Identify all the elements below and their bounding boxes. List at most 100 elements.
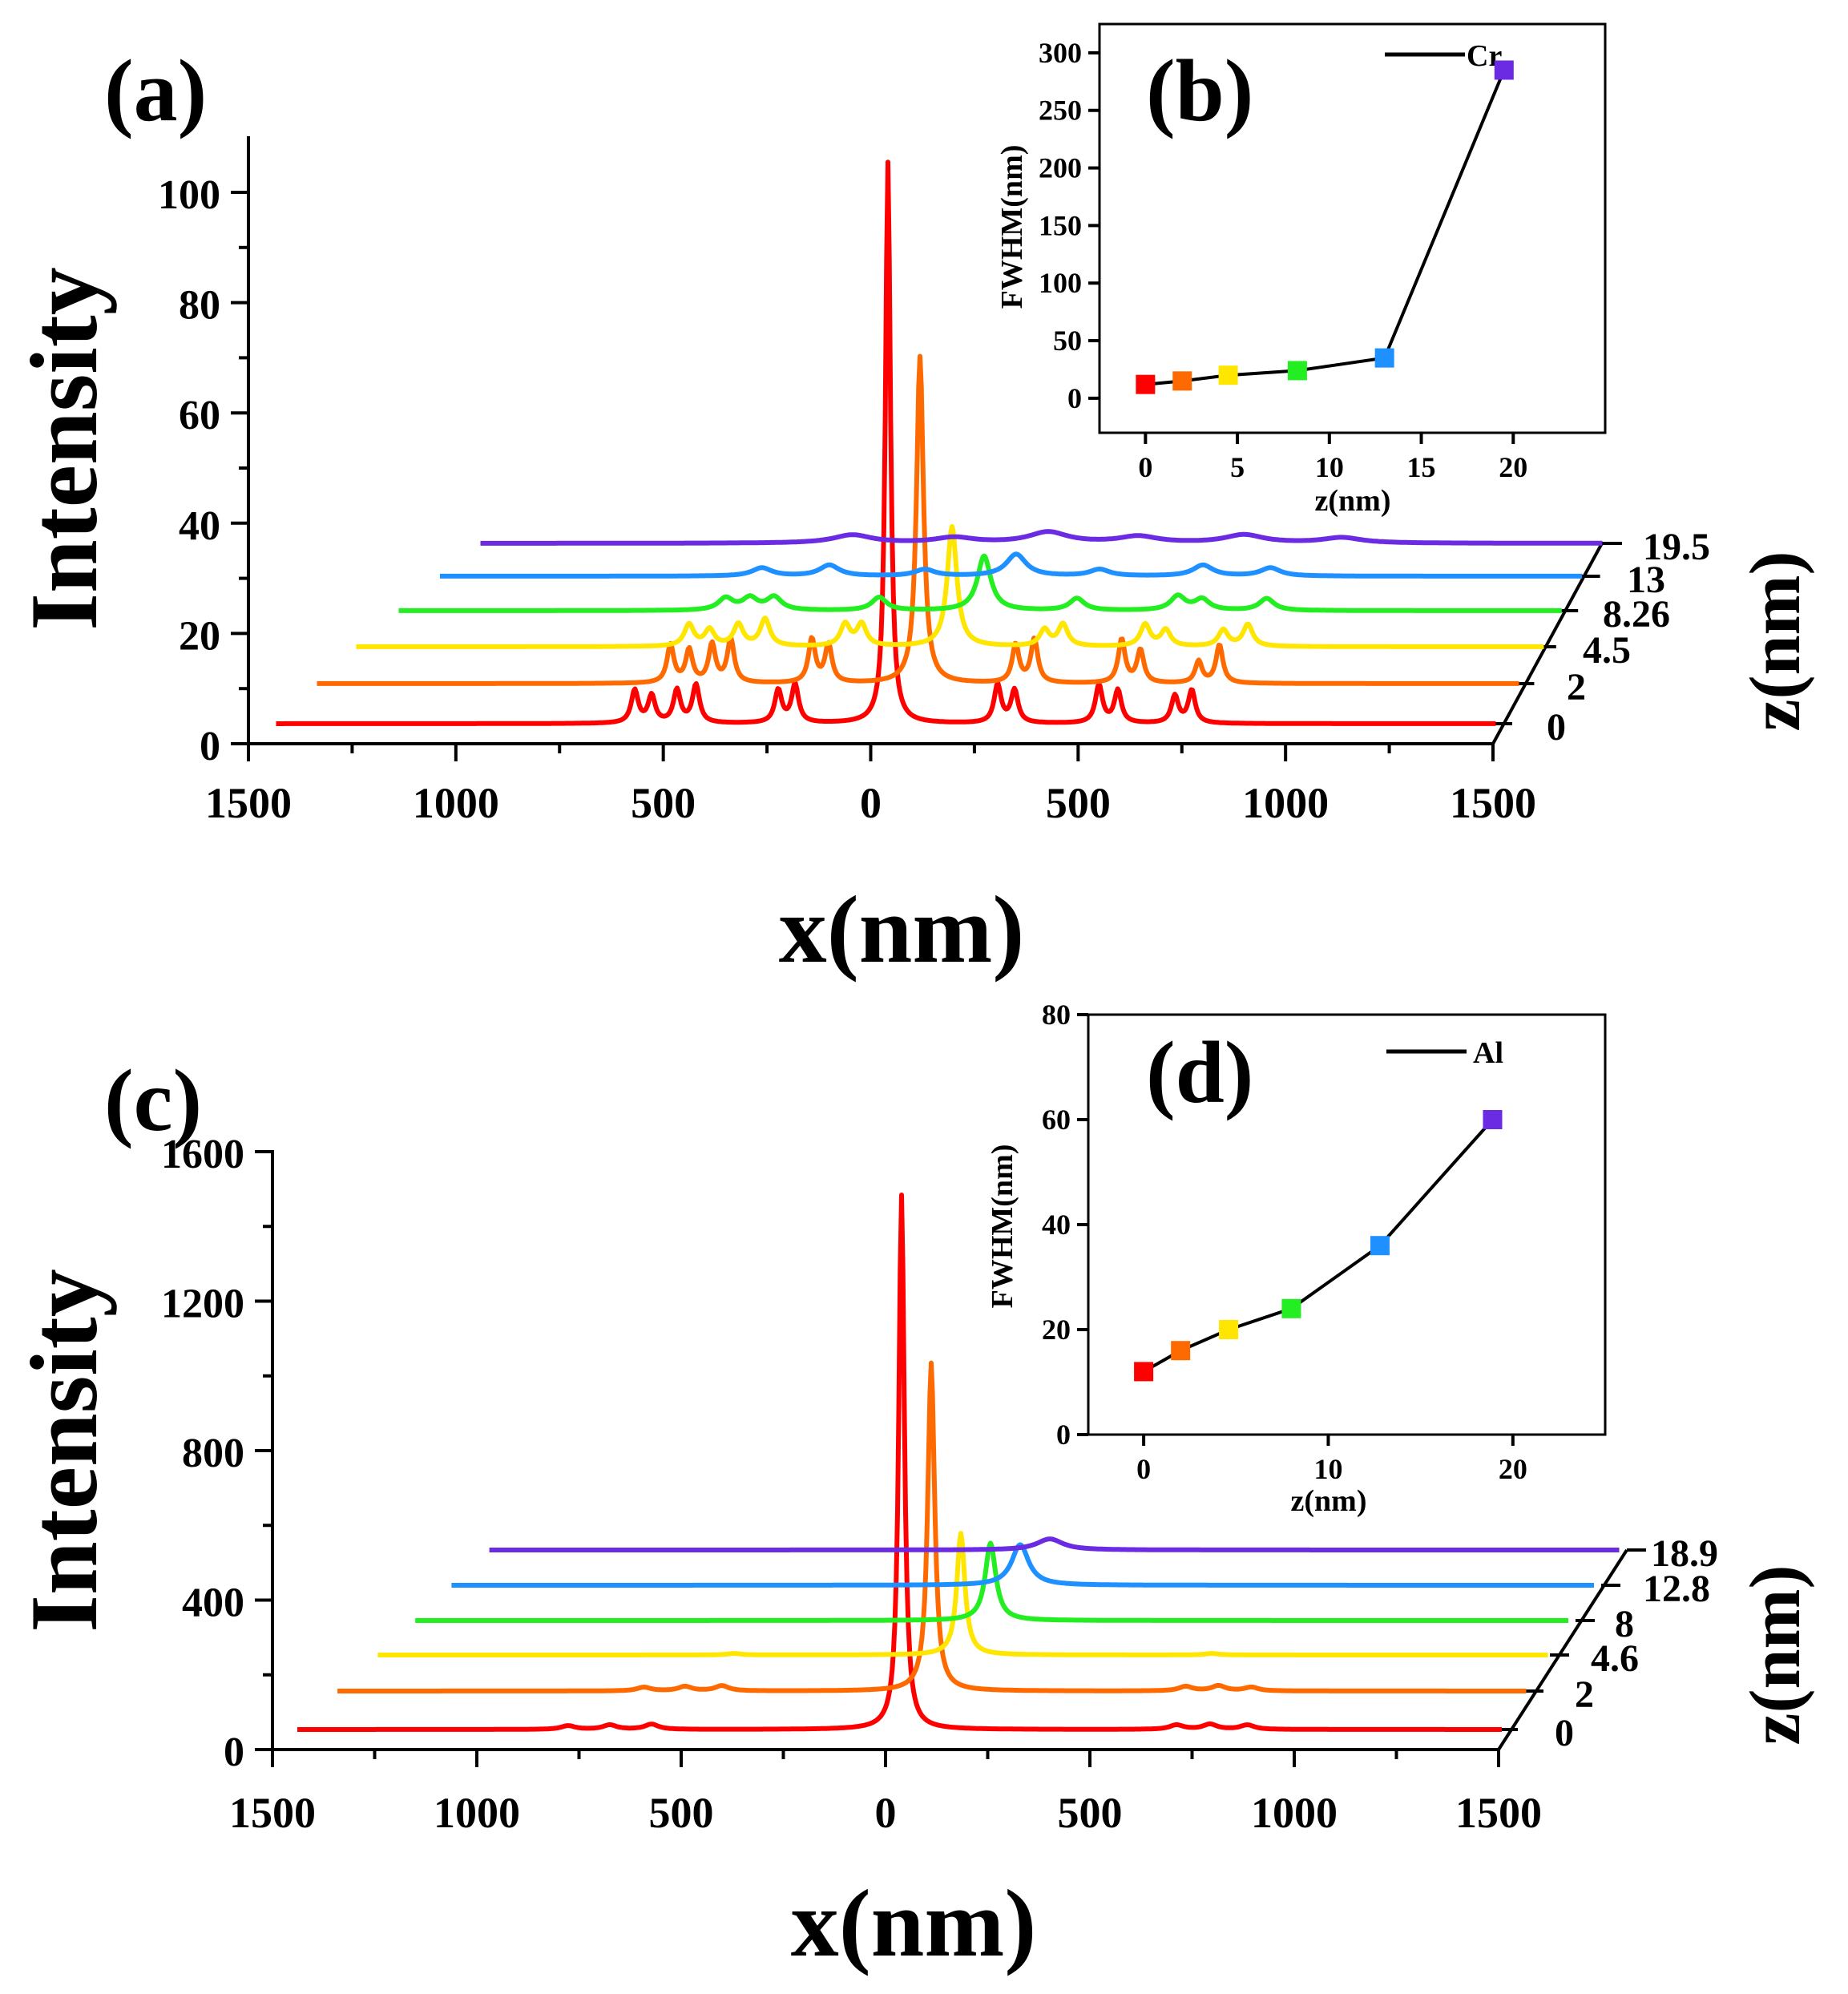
data-point-3 <box>1287 361 1307 381</box>
x-tick-label: 500 <box>1058 1789 1123 1837</box>
z-tick-label: 12.8 <box>1643 1568 1710 1610</box>
y-tick-label: 20 <box>179 613 220 659</box>
x-axis-title: z(nm) <box>1291 1484 1367 1518</box>
y-axis-title: FWHM(nm) <box>986 1144 1019 1309</box>
x-tick-label: 5 <box>1230 451 1245 483</box>
x-tick-label: 20 <box>1499 451 1527 483</box>
z-tick-label: 8 <box>1615 1603 1634 1645</box>
y-axis-title: Intensity <box>10 1269 117 1632</box>
y-tick-label: 250 <box>1039 95 1082 127</box>
x-tick-label: 1500 <box>1455 1789 1542 1837</box>
x-tick-label: 500 <box>649 1789 714 1837</box>
y-tick-label: 300 <box>1039 37 1082 69</box>
y-tick-label: 400 <box>182 1580 244 1626</box>
y-tick-label: 1600 <box>161 1132 244 1177</box>
z-tick-label: 18.9 <box>1651 1532 1718 1575</box>
y-tick-label: 800 <box>182 1431 244 1476</box>
y-tick-label: 60 <box>179 393 220 438</box>
x-tick-label: 1000 <box>434 1789 520 1837</box>
x-tick-label: 0 <box>875 1789 897 1837</box>
inset-frame <box>1098 22 1607 434</box>
data-point-2 <box>1219 1320 1239 1339</box>
panel-label: (a) <box>104 42 207 139</box>
data-point-0 <box>1136 374 1156 394</box>
series-line-z-2 <box>336 1360 1527 1693</box>
panel-b-inset-chart: (b)0 5 10 15 20050100150200250300z(nm)FWHM(n… <box>995 22 1607 518</box>
x-axis-title: x(nm) <box>791 1870 1037 1976</box>
z-tick-label: 8.26 <box>1603 593 1670 636</box>
y-tick-label: 150 <box>1039 209 1082 241</box>
y-tick-label: 40 <box>1042 1209 1071 1241</box>
series-line-z-0 <box>275 159 1497 726</box>
y-tick-label: 0 <box>1067 382 1082 414</box>
y-tick-label: 20 <box>1042 1314 1071 1346</box>
series-line-z-19.5 <box>479 529 1604 546</box>
x-tick-label: 15 <box>1407 451 1436 483</box>
series-line-z-8.26 <box>397 553 1564 613</box>
y-tick-label: 200 <box>1039 152 1082 184</box>
y-tick-label: 50 <box>1053 325 1082 357</box>
data-point-1 <box>1172 371 1192 391</box>
data-point-1 <box>1171 1341 1191 1361</box>
x-tick-label: 10 <box>1315 451 1344 483</box>
z-axis-title: z(nm) <box>1736 551 1815 732</box>
x-tick-label: 0 <box>1136 1453 1151 1485</box>
z-tick-label: 2 <box>1575 1673 1594 1716</box>
z-tick-label: 0 <box>1547 706 1566 749</box>
data-point-3 <box>1281 1298 1301 1318</box>
x-tick-label: 1000 <box>1251 1789 1338 1837</box>
y-tick-label: 100 <box>1039 267 1082 299</box>
x-axis-title: z(nm) <box>1315 484 1391 518</box>
z-axis-line <box>1497 1548 1628 1751</box>
data-point-2 <box>1218 365 1238 385</box>
data-point-5 <box>1494 60 1514 80</box>
panel-label: (b) <box>1146 42 1253 139</box>
data-point-4 <box>1370 1236 1390 1256</box>
x-tick-label: 500 <box>1046 779 1111 827</box>
y-tick-label: 80 <box>179 283 220 329</box>
panel-label: (c) <box>104 1051 202 1149</box>
x-tick-label: 0 <box>1138 451 1152 483</box>
x-tick-label: 10 <box>1313 1453 1342 1485</box>
data-point-0 <box>1134 1362 1154 1382</box>
z-tick-label: 4.6 <box>1591 1637 1639 1680</box>
series-line-z-13 <box>438 551 1584 579</box>
x-tick-label: 1500 <box>229 1789 316 1837</box>
z-tick-label: 13 <box>1627 559 1665 601</box>
series-line-z-2 <box>316 353 1520 686</box>
z-axis-title: z(nm) <box>1736 1565 1815 1746</box>
x-tick-label: 500 <box>631 779 696 827</box>
x-tick-label: 1500 <box>205 779 292 827</box>
y-axis-title: FWHM(nm) <box>995 145 1029 309</box>
data-point-4 <box>1374 348 1394 368</box>
y-tick-label: 80 <box>1042 999 1071 1031</box>
series-line-z-18.9 <box>488 1536 1620 1552</box>
series-line-z-0 <box>296 1193 1503 1732</box>
y-tick-label: 60 <box>1042 1104 1071 1136</box>
z-tick-label: 2 <box>1567 666 1586 708</box>
series-line-z-8 <box>414 1540 1570 1623</box>
y-tick-label: 100 <box>158 172 220 218</box>
x-axis-title: x(nm) <box>779 876 1025 983</box>
panel-d-inset-chart: (d) 0 10 20 0 20 40 60 80 z(nm) FWHM(nm) Al <box>986 999 1607 1518</box>
panel-label: (d) <box>1146 1023 1253 1121</box>
x-tick-label: 1500 <box>1450 779 1536 827</box>
y-tick-label: 40 <box>179 503 220 549</box>
y-axis-title: Intensity <box>10 267 117 630</box>
z-tick-label: 0 <box>1555 1712 1574 1754</box>
series-line-z-4.5 <box>355 523 1545 649</box>
inset-frame <box>1087 1013 1607 1436</box>
data-point-5 <box>1483 1110 1503 1129</box>
z-tick-label: 19.5 <box>1643 526 1710 568</box>
x-tick-label: 0 <box>860 779 882 827</box>
legend-label: Al <box>1473 1036 1503 1070</box>
y-tick-label: 0 <box>224 1730 244 1775</box>
y-tick-label: 0 <box>1056 1419 1071 1451</box>
y-tick-label: 1200 <box>161 1282 244 1327</box>
x-tick-label: 20 <box>1499 1453 1527 1485</box>
z-tick-label: 4.5 <box>1583 629 1631 672</box>
x-tick-label: 1000 <box>1242 779 1329 827</box>
